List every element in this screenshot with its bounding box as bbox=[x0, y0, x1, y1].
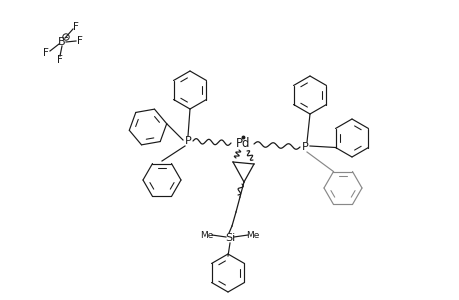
Text: F: F bbox=[57, 55, 63, 65]
Text: P: P bbox=[184, 136, 191, 146]
Text: F: F bbox=[43, 48, 49, 58]
Text: Si: Si bbox=[224, 233, 235, 243]
Text: P: P bbox=[301, 142, 308, 152]
Text: F: F bbox=[73, 22, 79, 32]
Text: F: F bbox=[77, 36, 83, 46]
Text: Me: Me bbox=[246, 230, 259, 239]
Text: Me: Me bbox=[200, 230, 213, 239]
Text: Pd: Pd bbox=[235, 136, 250, 149]
Text: B: B bbox=[58, 37, 66, 47]
